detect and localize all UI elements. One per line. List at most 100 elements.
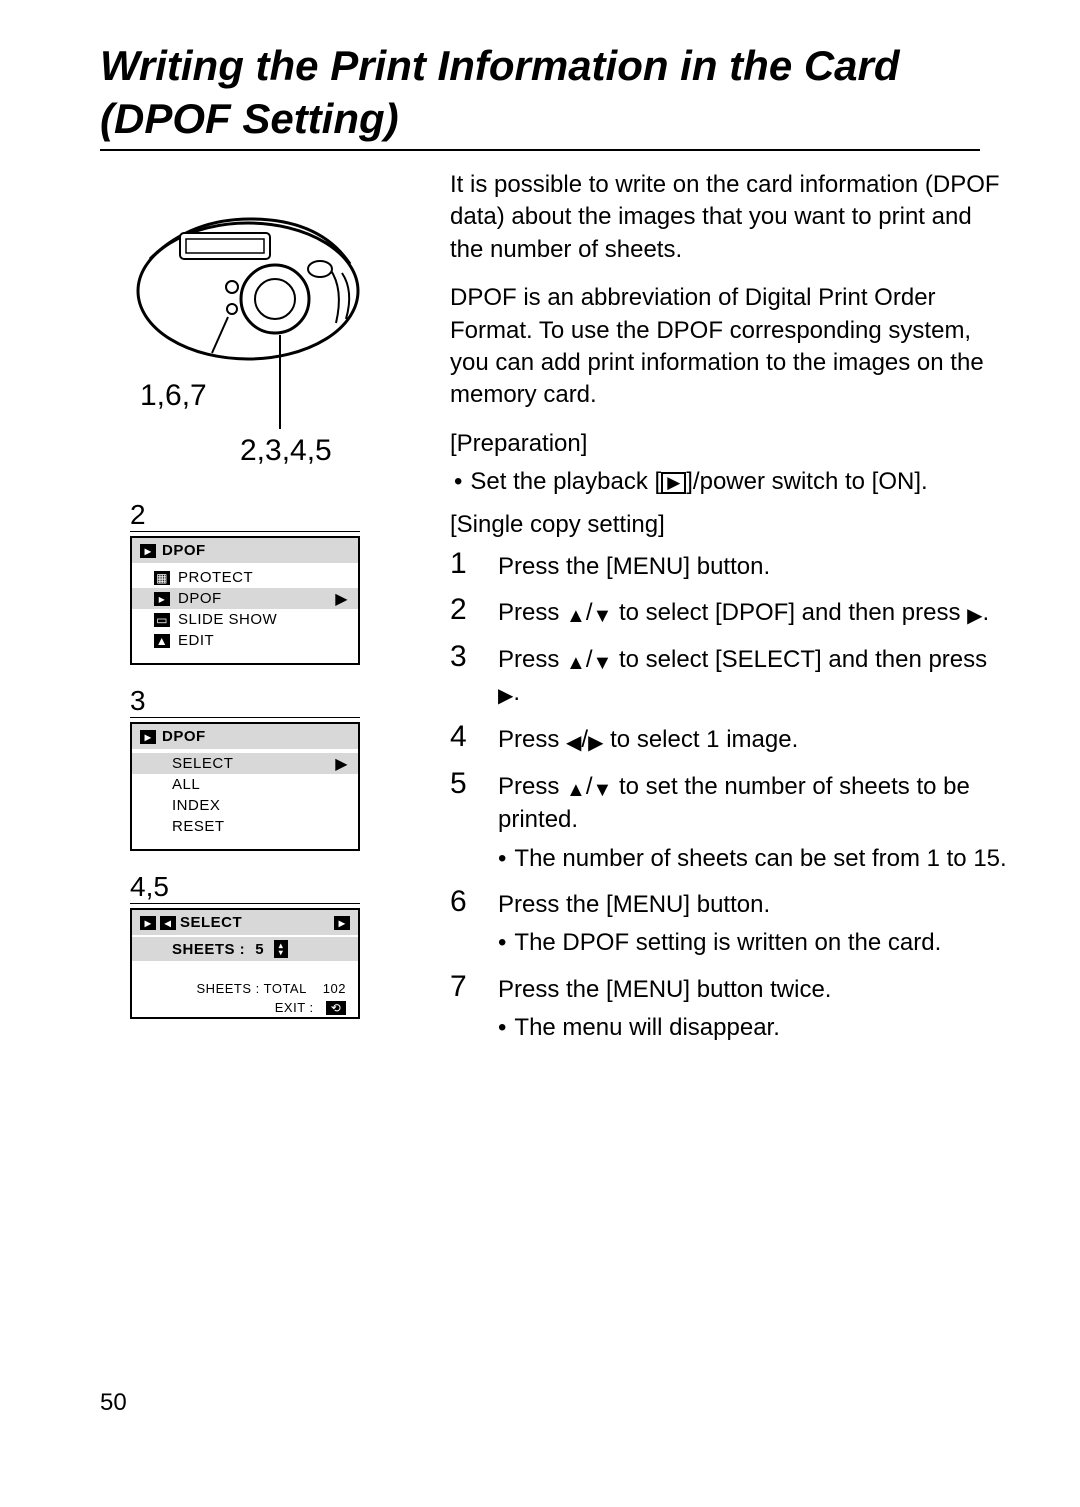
down-icon: ▼ [592,652,612,674]
step-num: 4 [450,720,480,757]
camera-label-a: 1,6,7 [140,379,207,413]
dpof-icon: ▸ [140,916,156,930]
step-num: 2 [450,593,480,630]
screen2-box: ▸ DPOF ▦ PROTECT ▸ DPOF ▶ ▭ SLIDE SHOW [130,536,360,665]
step-body: Press the [MENU] button twice. • The men… [498,970,1010,1045]
dpof-icon: ▸ [154,592,170,606]
menu-row-protect: ▦ PROTECT [132,567,358,588]
page-number: 50 [100,1389,127,1417]
right-nav-icon: ▸ [334,916,350,930]
menu-text: EDIT [178,632,214,649]
prep-text-a: Set the playback [ [470,468,661,495]
menu-row-dpof: ▸ DPOF ▶ [132,588,358,609]
t: Press [498,773,566,800]
t: Press [498,646,566,673]
t: to select 1 image. [603,726,798,753]
menu-row-slideshow: ▭ SLIDE SHOW [132,609,358,630]
step-6: 6 Press the [MENU] button. • The DPOF se… [450,885,1010,960]
t: Press [498,599,566,626]
down-icon: ▼ [592,605,612,627]
screen2-body: ▦ PROTECT ▸ DPOF ▶ ▭ SLIDE SHOW ▲ EDIT [132,563,358,663]
screen45-header-text: SELECT [180,914,242,931]
playback-icon: ▶ [661,472,686,494]
exit-label: EXIT : [275,1000,314,1015]
screen3-box: ▸ DPOF SELECT ▶ ALL INDEX RESET [130,722,360,851]
screen45-box: ▸ ◂ SELECT ▸ SHEETS : 5 ▴▾ SHEETS : TOTA… [130,908,360,1019]
step-num: 3 [450,640,480,710]
down-icon: ▼ [592,779,612,801]
sub-bullet: • The menu will disappear. [498,1012,1010,1044]
exit-row: EXIT : ⟲ [132,998,358,1017]
sub-text: The DPOF setting is written on the card. [514,927,941,959]
screen45-header: ▸ ◂ SELECT ▸ [132,910,358,935]
sub-bullet: • The DPOF setting is written on the car… [498,927,1010,959]
menu-row-select: SELECT ▶ [132,753,358,774]
up-icon: ▲ [566,779,586,801]
sheets-total-row: SHEETS : TOTAL 102 [132,979,358,998]
sheets-label: SHEETS : [172,941,245,958]
spinner-icon: ▴▾ [274,940,288,958]
right-icon: ▶ [498,685,513,707]
step-num: 5 [450,767,480,875]
menu-text: INDEX [172,797,220,814]
step-7: 7 Press the [MENU] button twice. • The m… [450,970,1010,1045]
menu-row-all: ALL [132,774,358,795]
step-num: 1 [450,547,480,583]
sheets-total-label: SHEETS : TOTAL [197,981,307,996]
left-icon: ◀ [566,732,581,754]
page-title: Writing the Print Information in the Car… [100,40,980,151]
step-body: Press the [MENU] button. [498,547,1010,583]
arrow-right-icon: ▶ [335,754,348,774]
camera-label-b: 2,3,4,5 [240,434,332,468]
menu-text: SLIDE SHOW [178,611,277,628]
preparation-heading: [Preparation] [450,428,1010,460]
left-column: 1,6,7 2,3,4,5 2 ▸ DPOF ▦ PROTECT ▸ DPOF … [100,169,420,1055]
t: to select [SELECT] and then press [612,646,987,673]
sheets-value: 5 [255,941,264,958]
sheets-total-value: 102 [323,981,346,996]
step-body: Press ▲/▼ to select [SELECT] and then pr… [498,640,1010,710]
content-columns: 1,6,7 2,3,4,5 2 ▸ DPOF ▦ PROTECT ▸ DPOF … [100,169,1020,1055]
single-copy-heading: [Single copy setting] [450,509,1010,541]
step-4: 4 Press ◀/▶ to select 1 image. [450,720,1010,757]
sub-text: The number of sheets can be set from 1 t… [514,843,1006,875]
step-num: 6 [450,885,480,960]
intro-para-2: DPOF is an abbreviation of Digital Print… [450,282,1010,412]
arrow-right-icon: ▶ [335,589,348,609]
bullet-icon: • [498,843,506,875]
menu-text: ALL [172,776,200,793]
t: . [983,599,990,626]
screen3-label: 3 [130,685,360,718]
bullet-icon: • [498,927,506,959]
t: Press the [MENU] button. [498,891,770,918]
dpof-icon: ▸ [140,544,156,558]
step-5: 5 Press ▲/▼ to set the number of sheets … [450,767,1010,875]
bullet-icon: • [454,466,462,498]
right-icon: ▶ [967,605,982,627]
t: Press the [MENU] button twice. [498,976,831,1003]
screen2-header: ▸ DPOF [132,538,358,563]
step-num: 7 [450,970,480,1045]
bullet-icon: • [498,1012,506,1044]
prep-text-b: ]/power switch to [ON]. [686,468,927,495]
step-body: Press ▲/▼ to set the number of sheets to… [498,767,1010,875]
left-nav-icon: ◂ [160,916,176,930]
t: to select [DPOF] and then press [612,599,967,626]
t: Press [498,726,566,753]
step-3: 3 Press ▲/▼ to select [SELECT] and then … [450,640,1010,710]
dpof-icon: ▸ [140,730,156,744]
step-body: Press ◀/▶ to select 1 image. [498,720,1010,757]
edit-icon: ▲ [154,634,170,648]
menu-text: DPOF [178,590,222,607]
slide-icon: ▭ [154,613,170,627]
step-1: 1 Press the [MENU] button. [450,547,1010,583]
right-icon: ▶ [588,732,603,754]
menu-row-reset: RESET [132,816,358,837]
t: . [513,679,520,706]
step-body: Press ▲/▼ to select [DPOF] and then pres… [498,593,1010,630]
prep-bullet: • Set the playback [▶]/power switch to [… [450,466,1010,498]
screen2-label: 2 [130,499,360,532]
menu-text: SELECT [172,755,233,772]
intro-para-1: It is possible to write on the card info… [450,169,1010,266]
screen2-header-text: DPOF [162,542,206,559]
